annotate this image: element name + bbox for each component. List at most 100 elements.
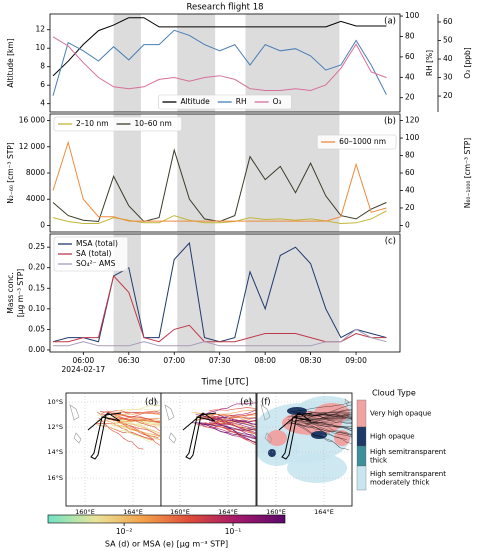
map-x-tick-label: 160°E xyxy=(266,508,286,516)
plot-frame xyxy=(49,113,401,233)
legend-label: 60–1000 nm xyxy=(339,137,386,146)
cloud-legend-label: thick xyxy=(370,456,388,464)
trajectory xyxy=(291,412,350,417)
trajectory xyxy=(116,408,160,412)
trajectory xyxy=(308,410,352,414)
map-y-tick-label: 14°S xyxy=(47,448,63,456)
trajectory xyxy=(209,419,256,425)
trajectory xyxy=(296,423,352,435)
colorbar xyxy=(47,514,286,524)
legend-label: O₃ xyxy=(273,97,282,106)
trajectory xyxy=(308,421,352,437)
trajectory xyxy=(195,413,256,421)
y2-tick-label: 40 xyxy=(405,185,415,194)
trajectory xyxy=(191,422,256,431)
y-axis-label: [μg m⁻³ STP] xyxy=(16,269,25,317)
cloud-swatch xyxy=(356,399,367,428)
cloud-region xyxy=(287,453,347,483)
trajectory xyxy=(197,409,256,420)
shaded-interval xyxy=(113,14,141,112)
trajectory xyxy=(116,419,160,437)
y-axis-label: N₂₋₆₀ [cm⁻³ STP] xyxy=(6,142,15,204)
y2-tick-label: 120 xyxy=(405,116,420,125)
x-tick-label: 06:00 xyxy=(73,356,95,365)
trajectory xyxy=(302,420,352,444)
panel-label: (f) xyxy=(261,398,271,408)
trajectory xyxy=(107,420,160,441)
trajectory xyxy=(211,416,256,420)
x-tick-label: 07:30 xyxy=(209,356,231,365)
trajectory xyxy=(294,420,352,429)
date-label: 2024-02-17 xyxy=(62,365,106,374)
y-tick-label: 0.10 xyxy=(28,304,45,313)
y3-tick-label: 20 xyxy=(443,91,453,100)
cloud-swatch xyxy=(356,445,367,467)
y-tick-label: 6 xyxy=(40,80,45,89)
y2-tick-label: 100 xyxy=(405,133,420,142)
map-x-tick-label: 164°E xyxy=(123,508,143,516)
cloud-legend-title: Cloud Type xyxy=(372,389,416,398)
trajectory xyxy=(307,414,352,417)
flight-track xyxy=(278,412,313,460)
y2-tick-label: 100 xyxy=(405,11,420,20)
y-tick-label: 8000 xyxy=(26,168,45,177)
legend: 2–10 nm 10–60 nm xyxy=(53,116,183,132)
panel-label: (b) xyxy=(384,117,396,127)
flight-track xyxy=(182,412,217,460)
trajectory xyxy=(294,422,350,451)
legend-box xyxy=(316,134,397,150)
cloud-swatch xyxy=(356,465,367,491)
map-frame xyxy=(160,392,257,507)
y2-tick-label: 0 xyxy=(405,220,410,229)
trajectory xyxy=(299,416,352,438)
trajectory xyxy=(96,424,155,443)
y-tick-label: 0.00 xyxy=(28,345,45,354)
x-axis-label: Time [UTC] xyxy=(201,378,249,388)
trajectory xyxy=(307,419,352,426)
trajectory xyxy=(308,413,352,416)
map-x-tick-label: 160°E xyxy=(75,508,95,516)
legend-label: 10–60 nm xyxy=(135,119,172,128)
shaded-interval xyxy=(245,114,340,232)
y-tick-label: 0.20 xyxy=(28,263,45,272)
chart-title: Research flight 18 xyxy=(186,3,263,13)
x-tick-label: 08:00 xyxy=(254,356,276,365)
legend: Altitude RH O₃ xyxy=(158,94,292,110)
plot-frame xyxy=(49,13,401,113)
trajectory xyxy=(98,417,144,450)
panel-label: (e) xyxy=(240,398,252,408)
legend-label: MSA (total) xyxy=(76,239,118,248)
colorbar-tick-label: 10⁻¹ xyxy=(225,527,242,536)
legend-box xyxy=(53,236,129,272)
series-line xyxy=(52,140,387,222)
cloud-legend-label: High semitransparent xyxy=(370,470,446,478)
map-bg xyxy=(161,393,256,506)
legend: MSA (total)SA (total)SO₄²⁻ AMS xyxy=(53,236,129,272)
series-line xyxy=(53,328,387,347)
y2-tick-label: 60 xyxy=(405,168,415,177)
x-tick-label: 07:00 xyxy=(163,356,185,365)
trajectory xyxy=(293,414,352,417)
y-axis-label: Altitude [km] xyxy=(6,38,15,87)
coastline xyxy=(69,398,159,444)
legend: 60–1000 nm xyxy=(316,134,397,150)
legend-label: Altitude xyxy=(180,97,210,106)
cloud-swatch xyxy=(356,426,367,447)
y-tick-label: 16 000 xyxy=(19,116,45,125)
trajectory xyxy=(296,412,346,417)
map-panel xyxy=(257,393,352,506)
trajectory xyxy=(301,415,352,420)
panel-label: (d) xyxy=(145,398,157,408)
y-tick-label: 8 xyxy=(40,62,45,71)
trajectory xyxy=(208,407,256,412)
trajectory xyxy=(113,424,160,446)
cloud-region xyxy=(267,430,287,446)
y-tick-label: 10 xyxy=(35,43,45,52)
trajectory xyxy=(287,419,347,440)
map-x-tick-label: 160°E xyxy=(170,508,190,516)
x-tick-label: 06:30 xyxy=(118,356,140,365)
map-x-tick-label: 164°E xyxy=(314,508,334,516)
trajectory xyxy=(113,419,160,425)
trajectory xyxy=(199,402,256,415)
trajectory xyxy=(96,417,160,422)
